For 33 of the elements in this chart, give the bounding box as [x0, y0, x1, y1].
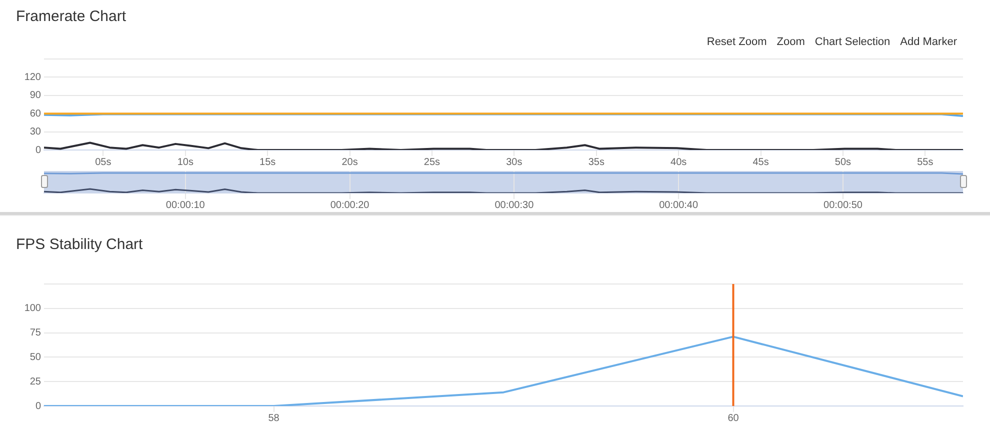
- x-tick-label: 20s: [342, 156, 358, 168]
- x-tick-label: 00:00:40: [659, 200, 698, 211]
- y-tick-label: 30: [30, 126, 42, 138]
- chart-title: FPS Stability Chart: [16, 236, 143, 253]
- x-tick-label: 35s: [588, 156, 604, 168]
- x-tick-label: 10s: [177, 156, 194, 168]
- x-tick-label: 30s: [506, 156, 522, 168]
- text: Reset Zoom: [706, 35, 768, 50]
- x-tick-label: 00:00:20: [330, 200, 370, 211]
- x-tick-label: 45s: [752, 156, 769, 168]
- x-tick-label: 05s: [95, 156, 112, 168]
- x-tick-label: 40s: [670, 156, 687, 168]
- x-tick-label: 55s: [917, 156, 934, 168]
- x-tick-label: 15s: [260, 156, 276, 168]
- y-tick-label: 75: [30, 328, 42, 339]
- text: Chart Selection: [814, 35, 892, 50]
- x-tick-label: 00:00:10: [166, 200, 206, 211]
- y-tick-label: 50: [30, 352, 42, 363]
- text: Zoom: [776, 35, 806, 50]
- x-tick-label: 50s: [834, 156, 852, 168]
- y-tick-label: 25: [30, 376, 42, 388]
- y-tick-label: 90: [30, 90, 42, 102]
- x-tick-label: 00:00:30: [494, 200, 534, 211]
- y-tick-label: 100: [24, 303, 42, 314]
- text: Add Marker: [899, 35, 958, 50]
- x-tick-label: 25s: [424, 156, 440, 168]
- x-tick-label: 58: [268, 412, 280, 424]
- x-tick-label: 00:00:50: [824, 200, 863, 211]
- y-tick-label: 0: [35, 400, 42, 412]
- y-tick-label: 60: [30, 108, 42, 120]
- chart-title: Framerate Chart: [16, 8, 126, 25]
- y-tick-label: 0: [35, 144, 42, 156]
- y-tick-label: 120: [24, 72, 42, 83]
